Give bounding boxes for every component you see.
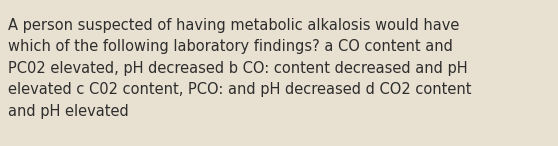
Text: A person suspected of having metabolic alkalosis would have
which of the followi: A person suspected of having metabolic a… <box>8 18 472 119</box>
